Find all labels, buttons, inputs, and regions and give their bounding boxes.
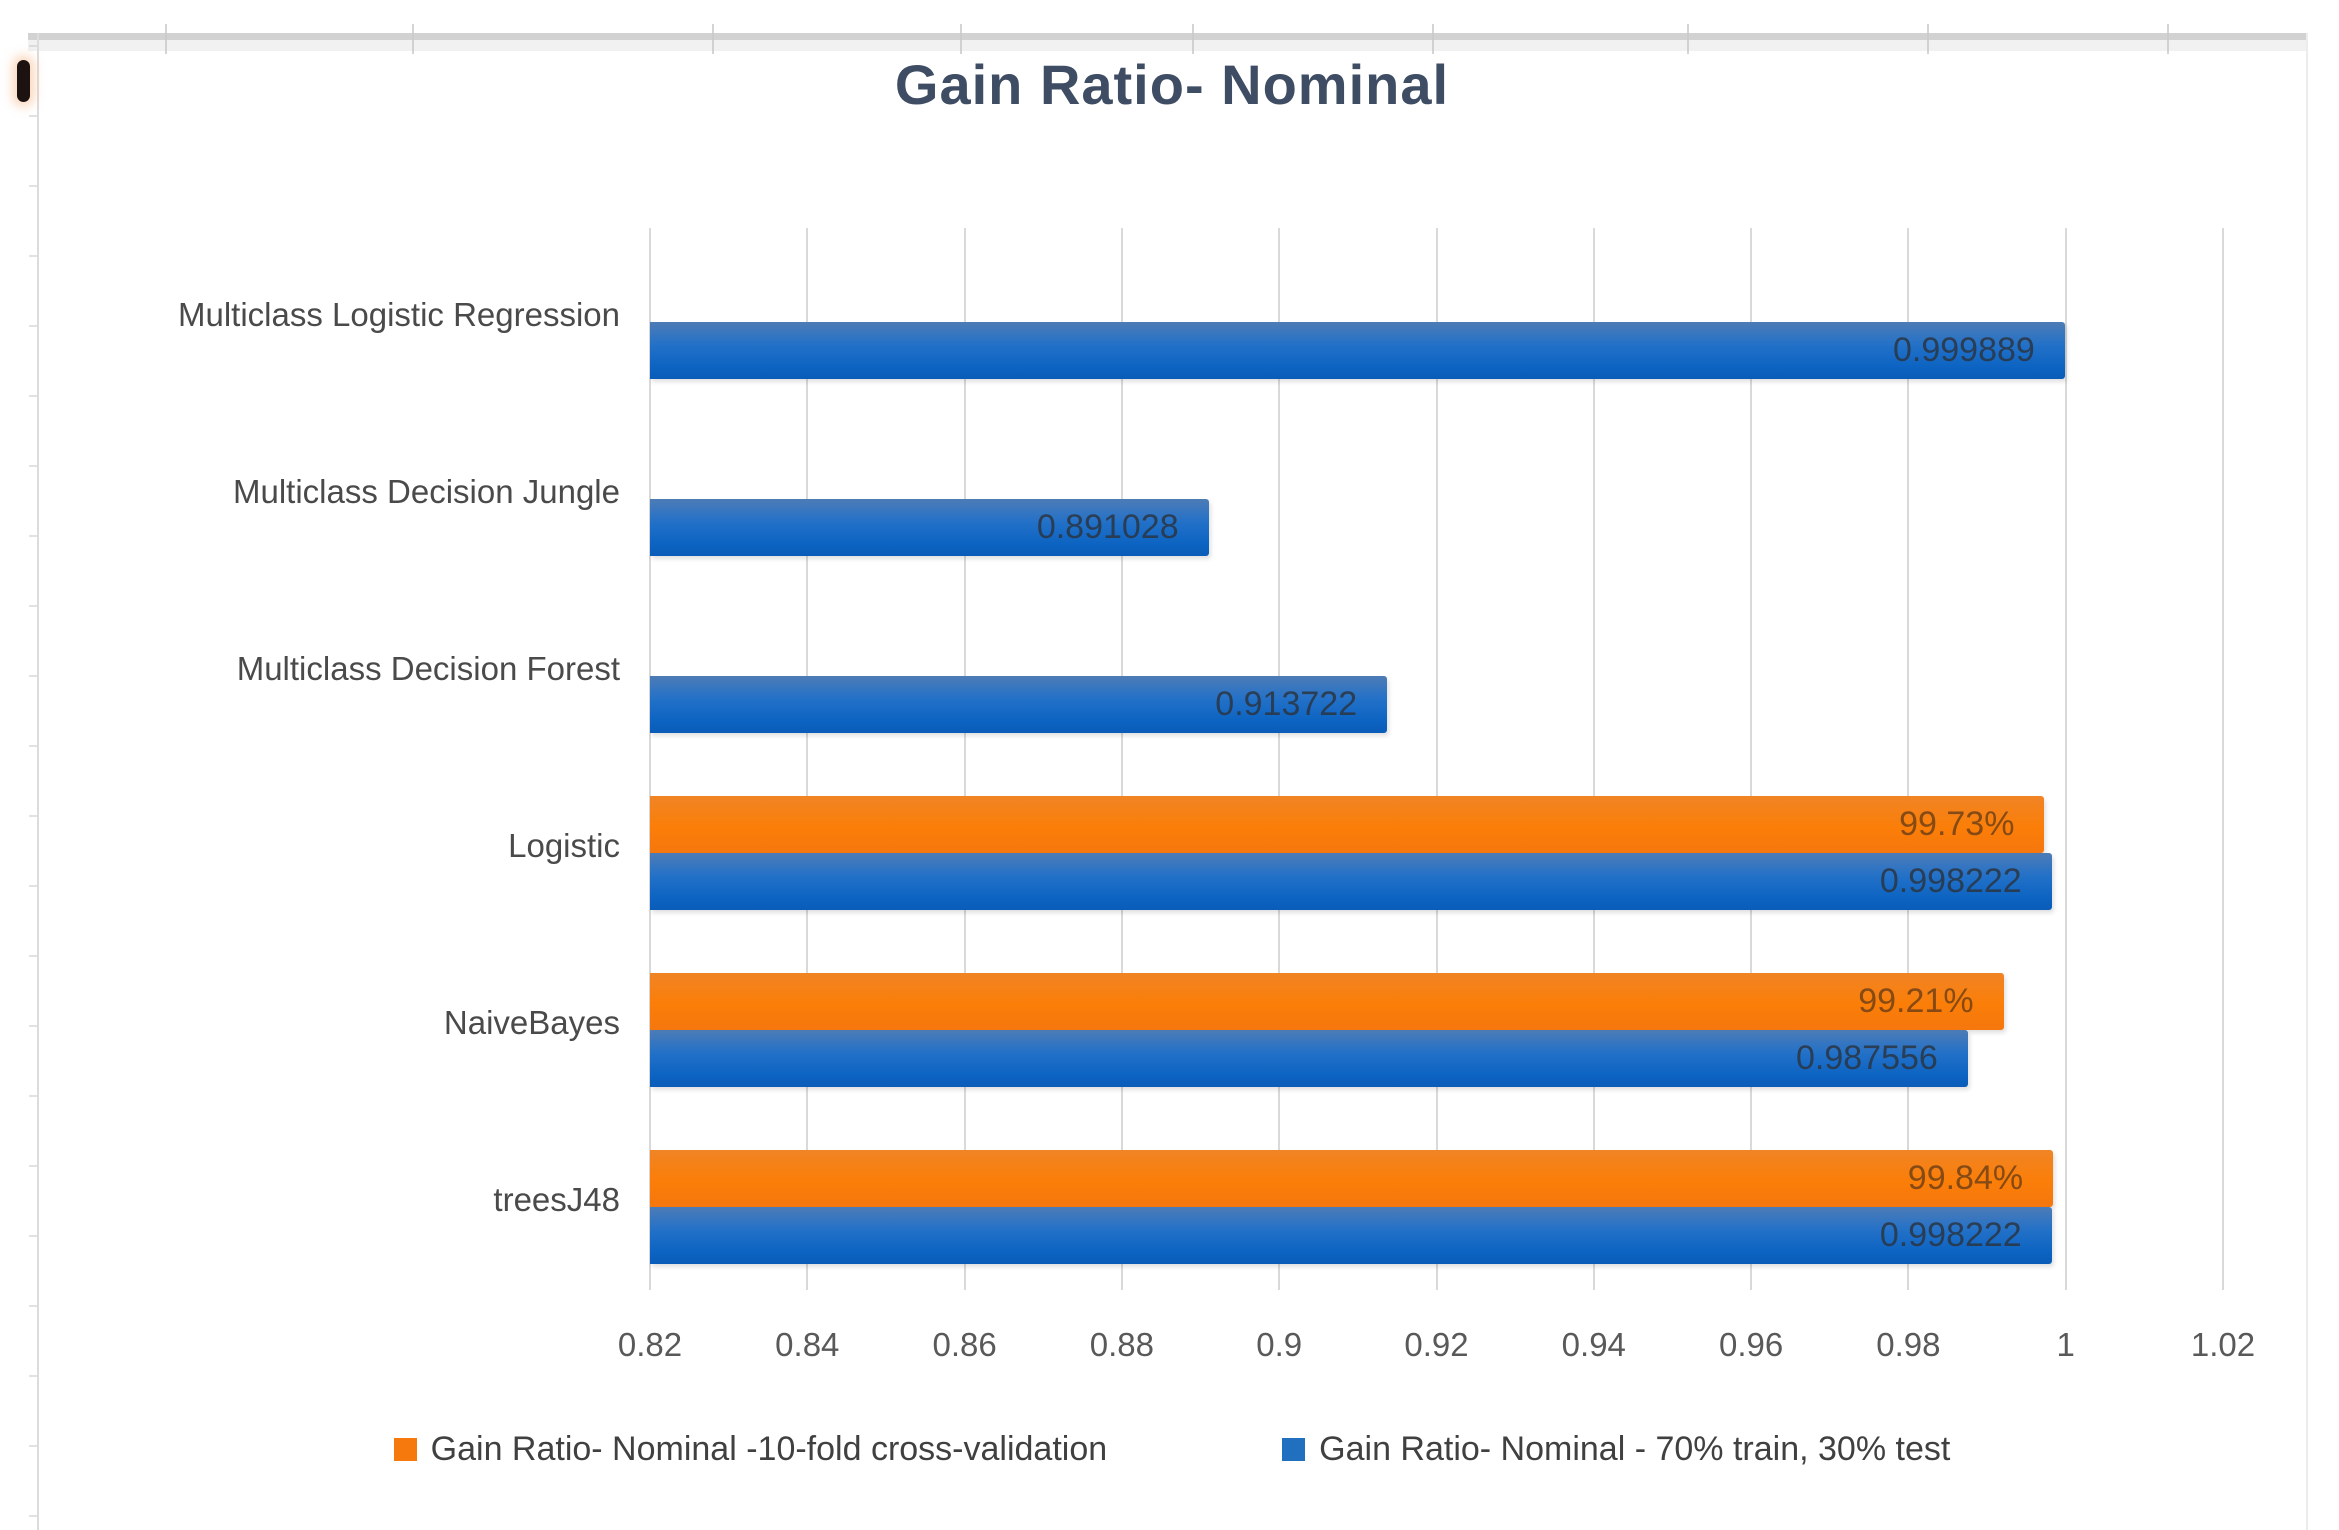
row-tick (29, 605, 38, 607)
column-tick (960, 24, 962, 54)
column-tick (165, 24, 167, 54)
legend: Gain Ratio- Nominal -10-fold cross-valid… (37, 1424, 2307, 1474)
gridline-0.86 (963, 228, 966, 1290)
row-tick (29, 395, 38, 397)
category-label-logistic: Logistic (508, 826, 620, 864)
bar-orange-treesj48 (650, 1150, 2054, 1207)
bar-blue-naivebayes (650, 1030, 1968, 1087)
row-tick (29, 1165, 38, 1167)
bar-orange-naivebayes (650, 973, 2004, 1030)
row-tick (29, 1235, 38, 1237)
row-tick (29, 1515, 38, 1517)
row-tick (29, 885, 38, 887)
bar-value-label: 0.998222 (1879, 1216, 2022, 1254)
x-tick-label-0.98: 0.98 (1876, 1326, 1941, 1363)
bar-value-label: 0.913722 (1215, 685, 1358, 723)
chart-title: Gain Ratio- Nominal (894, 53, 1450, 116)
legend-item-cross-validation: Gain Ratio- Nominal -10-fold cross-valid… (393, 1429, 1108, 1469)
x-tick-label-0.88: 0.88 (1089, 1326, 1154, 1363)
legend-label-cross-validation: Gain Ratio- Nominal -10-fold cross-valid… (430, 1429, 1108, 1468)
gridline-0.82 (649, 228, 651, 1290)
column-tick (412, 24, 414, 54)
bar-blue-treesj48 (650, 1207, 2052, 1264)
category-label-naivebayes: NaiveBayes (443, 1003, 620, 1041)
category-label-multiclass-logistic-regression: Multiclass Logistic Regression (177, 295, 620, 333)
x-tick-label-0.92: 0.92 (1404, 1326, 1469, 1363)
column-tick (712, 24, 714, 54)
legend-swatch-blue-icon (1282, 1437, 1306, 1461)
bar-blue-multiclass-decision-jungle (650, 499, 1209, 556)
bar-blue-multiclass-logistic-regression (650, 322, 2065, 379)
x-tick-label-0.82: 0.82 (617, 1326, 683, 1363)
row-tick (29, 1305, 38, 1307)
row-tick (29, 1445, 38, 1447)
x-tick-label-0.94: 0.94 (1561, 1326, 1626, 1363)
gridline-0.9 (1278, 228, 1281, 1290)
legend-swatch-orange-icon (393, 1437, 417, 1461)
row-tick (29, 255, 38, 257)
row-tick (29, 325, 38, 327)
gridline-0.84 (806, 228, 809, 1290)
gridline-0.92 (1435, 228, 1438, 1290)
row-tick (29, 955, 38, 957)
column-tick (1432, 24, 1434, 54)
row-tick (29, 745, 38, 747)
gridline-0.88 (1120, 228, 1123, 1290)
bar-value-label: 99.21% (1858, 982, 1974, 1020)
bar-value-label: 0.999889 (1893, 331, 2035, 369)
column-tick (1192, 24, 1194, 54)
bar-orange-logistic (650, 796, 2045, 853)
bar-value-label: 99.73% (1899, 805, 2015, 843)
row-tick (29, 1375, 38, 1377)
x-tick-label-0.84: 0.84 (775, 1326, 840, 1363)
gridline-0.96 (1750, 228, 1753, 1290)
legend-label-train-test: Gain Ratio- Nominal - 70% train, 30% tes… (1319, 1429, 1951, 1468)
legend-item-train-test: Gain Ratio- Nominal - 70% train, 30% tes… (1282, 1430, 1950, 1469)
bar-blue-logistic (650, 853, 2052, 910)
gridline-1 (2064, 228, 2067, 1290)
row-tick (29, 45, 38, 47)
stray-parenthesis-mark (17, 60, 30, 102)
column-tick (1687, 24, 1689, 54)
x-tick-label-0.86: 0.86 (932, 1326, 997, 1363)
row-tick (29, 1095, 38, 1097)
category-label-multiclass-decision-jungle: Multiclass Decision Jungle (233, 472, 620, 510)
gridline-1.02 (2222, 228, 2224, 1290)
column-tick (2167, 24, 2169, 54)
spreadsheet-row-border (28, 33, 2308, 40)
category-label-treesj48: treesJ48 (493, 1180, 620, 1218)
row-tick (29, 115, 38, 117)
bar-value-label: 0.891028 (1036, 508, 1179, 546)
column-tick (1927, 24, 1929, 54)
row-tick (29, 465, 38, 467)
x-tick-label-1.02: 1.02 (2190, 1326, 2256, 1363)
spreadsheet-row-shade (28, 40, 2308, 51)
row-tick (29, 535, 38, 537)
row-tick (29, 185, 38, 187)
bar-blue-multiclass-decision-forest (650, 676, 1388, 733)
row-tick (29, 815, 38, 817)
row-tick (29, 675, 38, 677)
x-tick-label-0.9: 0.9 (1256, 1326, 1303, 1363)
bar-value-label: 0.998222 (1879, 862, 2022, 900)
bar-value-label: 0.987556 (1796, 1039, 1938, 1077)
row-tick (29, 1025, 38, 1027)
gridline-0.94 (1592, 228, 1595, 1290)
category-label-multiclass-decision-forest: Multiclass Decision Forest (236, 649, 620, 687)
gridline-0.98 (1907, 228, 1910, 1290)
x-tick-label-0.96: 0.96 (1718, 1326, 1784, 1363)
x-tick-label-1: 1 (2056, 1326, 2075, 1363)
bar-value-label: 99.84% (1907, 1159, 2024, 1197)
chart-right-border (2306, 33, 2308, 1530)
chart-left-border (37, 33, 39, 1530)
